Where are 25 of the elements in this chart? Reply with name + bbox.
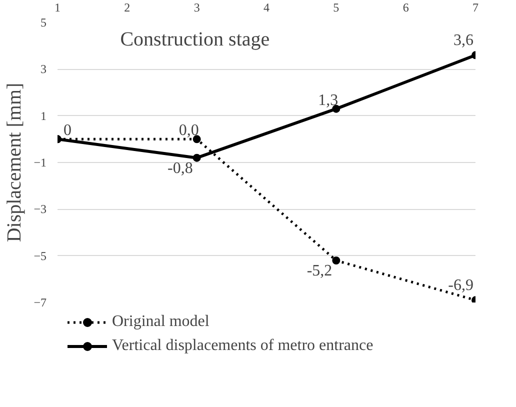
data-label: 3,6 <box>454 32 474 50</box>
data-label: -5,2 <box>306 262 332 280</box>
data-label: 0 <box>64 122 72 140</box>
legend-label: Original model <box>112 313 210 331</box>
x-tick-label: 4 <box>264 0 270 14</box>
data-label: 1,3 <box>318 92 338 109</box>
x-tick-label: 5 <box>333 0 340 14</box>
data-label: -0,8 <box>168 160 193 177</box>
x-tick-label: 2 <box>124 0 130 14</box>
x-tick-label: 7 <box>472 0 478 14</box>
legend-label: Vertical displacements of metro entrance <box>112 337 374 355</box>
y-tick-label: −1 <box>34 156 47 170</box>
y-tick-label: 3 <box>40 62 46 76</box>
y-tick-label: −7 <box>34 296 47 310</box>
data-label: 0,0 <box>178 122 199 140</box>
data-label: -6,9 <box>448 277 474 294</box>
y-tick-label: 1 <box>40 108 46 123</box>
x-tick-label: 1 <box>54 0 60 14</box>
y-tick-label: 5 <box>40 16 46 30</box>
x-tick-label: 3 <box>194 0 200 14</box>
x-tick-label: 6 <box>402 0 409 14</box>
y-tick-label: −5 <box>34 248 47 263</box>
y-axis-title: Displacement [mm] <box>4 82 26 242</box>
x-axis-title: Construction stage <box>120 28 270 50</box>
y-tick-label: −3 <box>34 202 47 216</box>
